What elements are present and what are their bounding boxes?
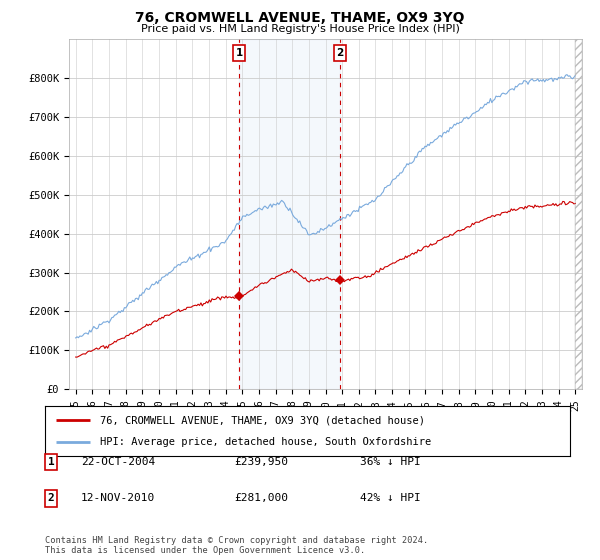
Text: 1: 1 xyxy=(47,457,55,467)
Text: 42% ↓ HPI: 42% ↓ HPI xyxy=(360,493,421,503)
Text: 36% ↓ HPI: 36% ↓ HPI xyxy=(360,457,421,467)
Text: HPI: Average price, detached house, South Oxfordshire: HPI: Average price, detached house, Sout… xyxy=(100,437,431,447)
Text: 12-NOV-2010: 12-NOV-2010 xyxy=(81,493,155,503)
Text: 2: 2 xyxy=(47,493,55,503)
Text: Price paid vs. HM Land Registry's House Price Index (HPI): Price paid vs. HM Land Registry's House … xyxy=(140,24,460,34)
Text: 76, CROMWELL AVENUE, THAME, OX9 3YQ (detached house): 76, CROMWELL AVENUE, THAME, OX9 3YQ (det… xyxy=(100,415,425,425)
Text: 1: 1 xyxy=(235,48,242,58)
Text: 2: 2 xyxy=(337,48,344,58)
Bar xyxy=(239,39,340,389)
Text: 22-OCT-2004: 22-OCT-2004 xyxy=(81,457,155,467)
Text: 76, CROMWELL AVENUE, THAME, OX9 3YQ: 76, CROMWELL AVENUE, THAME, OX9 3YQ xyxy=(135,11,465,25)
Text: £239,950: £239,950 xyxy=(234,457,288,467)
Text: £281,000: £281,000 xyxy=(234,493,288,503)
Text: Contains HM Land Registry data © Crown copyright and database right 2024.
This d: Contains HM Land Registry data © Crown c… xyxy=(45,536,428,556)
